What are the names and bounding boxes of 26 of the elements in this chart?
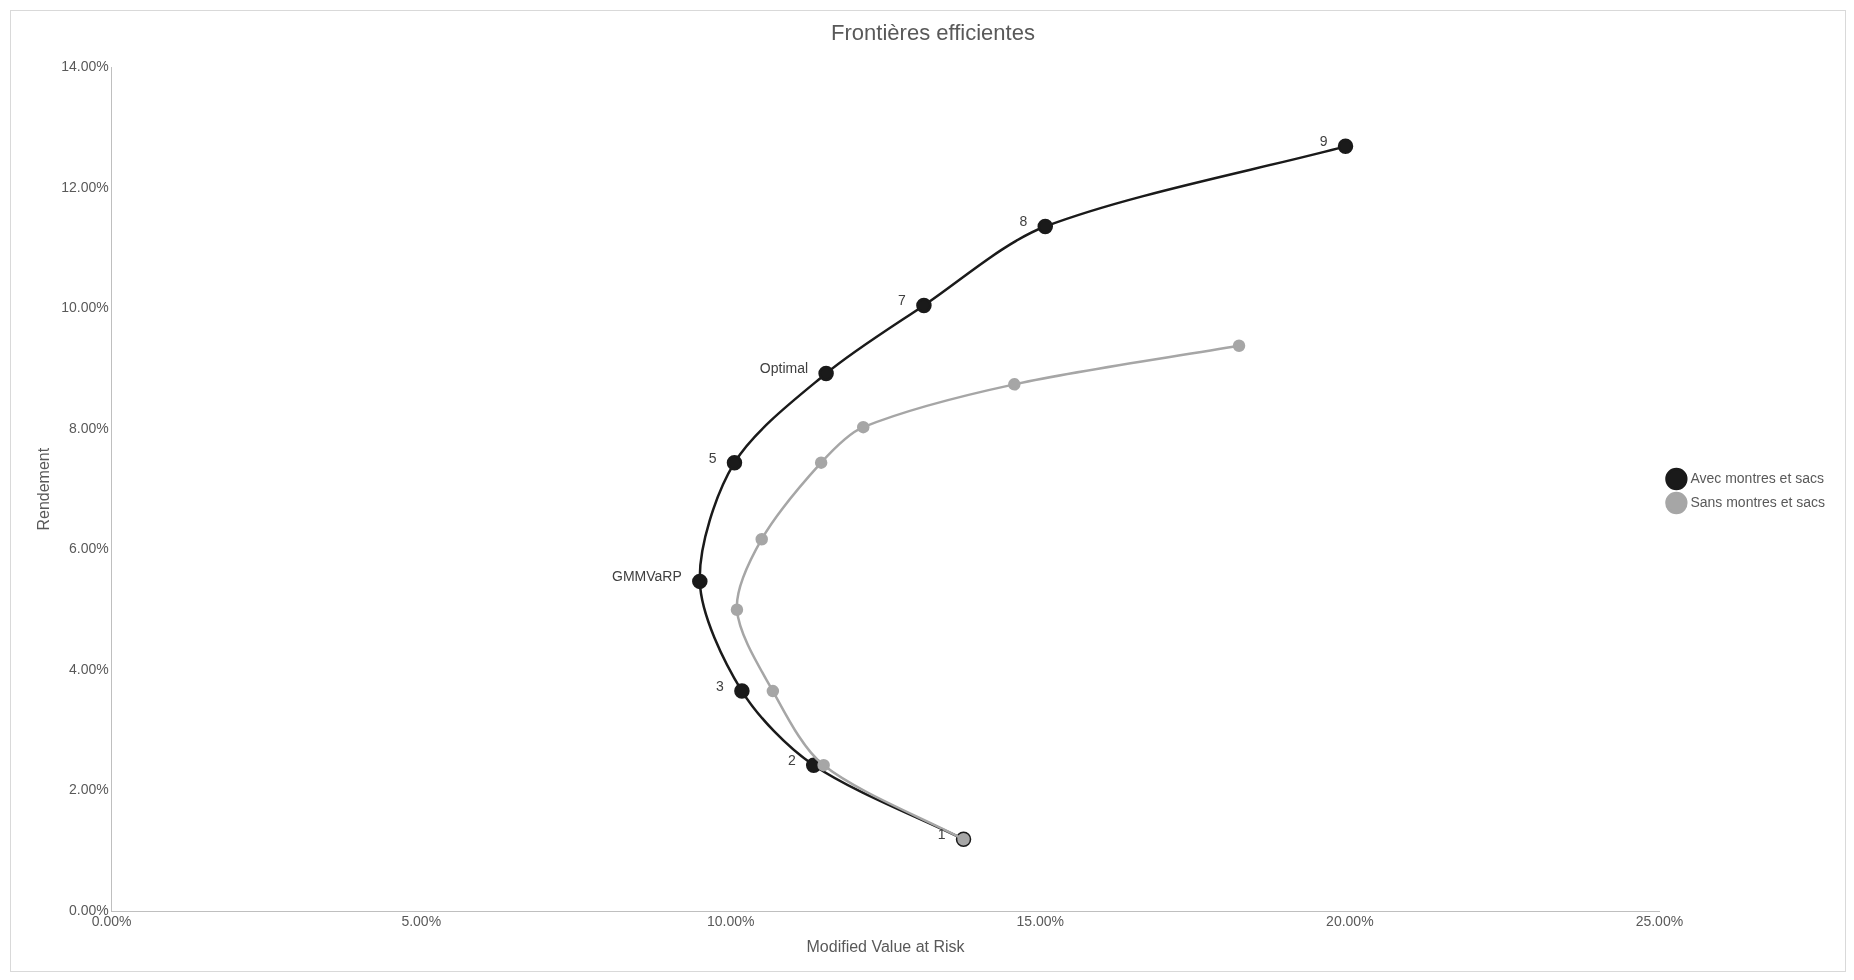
legend-label: Sans montres et sacs <box>1690 493 1826 510</box>
annotation: 8 <box>1019 213 1028 230</box>
y-tick-label: 10.00% <box>61 299 109 316</box>
y-axis-title: Rendement <box>35 447 53 531</box>
y-tick-label: 4.00% <box>68 660 109 677</box>
annotation: 1 <box>937 826 946 843</box>
x-tick-label: 15.00% <box>1016 913 1065 930</box>
annotation: 3 <box>716 677 725 694</box>
legend-label: Avec montres et sacs <box>1690 469 1824 486</box>
annotation: 2 <box>787 752 796 769</box>
y-tick-label: 14.00% <box>61 58 109 75</box>
x-axis-title: Modified Value at Risk <box>806 937 966 955</box>
annotation: Optimal <box>759 360 809 377</box>
annotation: 9 <box>1319 133 1328 150</box>
x-tick-label: 25.00% <box>1635 913 1684 930</box>
y-tick-label: 12.00% <box>61 178 109 195</box>
chart-title: Frontières efficientes <box>831 20 1035 46</box>
y-tick-label: 2.00% <box>68 781 109 798</box>
y-tick-label: 8.00% <box>68 419 109 436</box>
y-tick-label: 6.00% <box>68 540 109 557</box>
x-tick-label: 20.00% <box>1326 913 1374 930</box>
x-tick-label: 5.00% <box>401 913 442 930</box>
x-tick-label: 10.00% <box>707 913 755 930</box>
annotation: 5 <box>708 449 717 466</box>
annotation: 7 <box>898 292 907 309</box>
annotation: GMMVaRP <box>612 568 682 585</box>
